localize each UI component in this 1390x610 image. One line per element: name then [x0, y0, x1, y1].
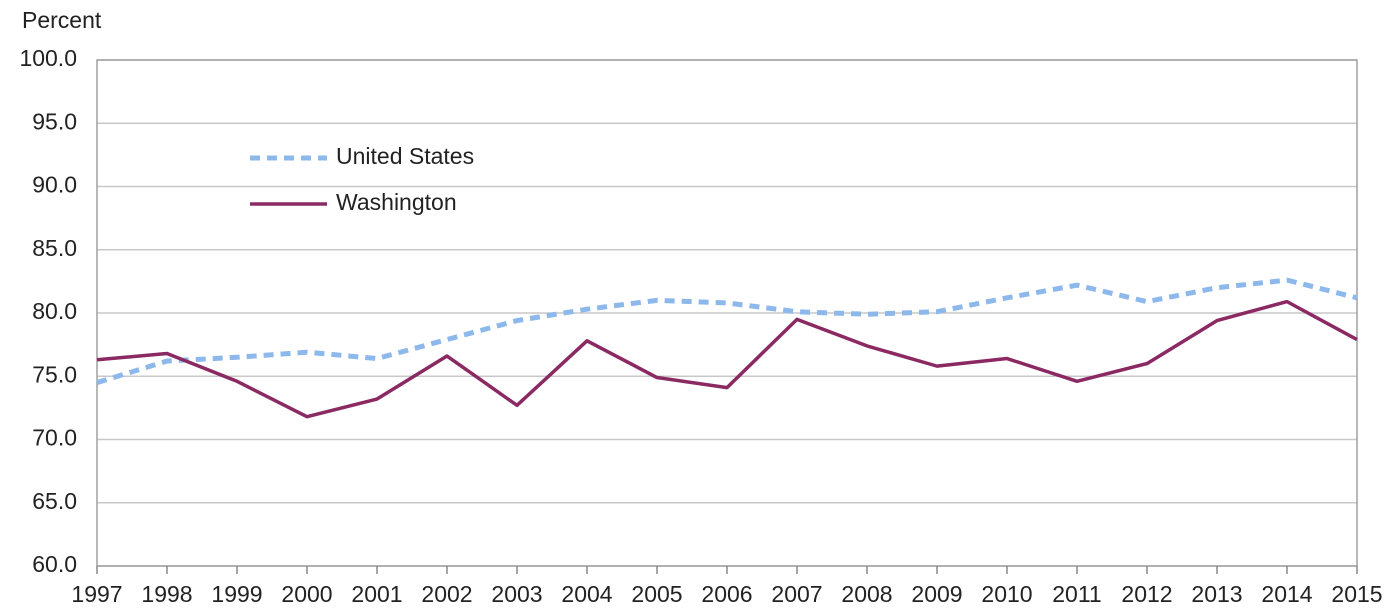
- y-tick-label: 90.0: [32, 172, 77, 198]
- x-tick-label: 2002: [421, 581, 472, 607]
- x-tick-label: 2015: [1331, 581, 1382, 607]
- y-tick-label: 65.0: [32, 488, 77, 514]
- y-tick-label: 100.0: [19, 45, 77, 71]
- x-tick-label: 2014: [1261, 581, 1312, 607]
- x-tick-label: 1997: [71, 581, 122, 607]
- x-tick-label: 2001: [351, 581, 402, 607]
- x-tick-label: 2004: [561, 581, 612, 607]
- y-tick-label: 60.0: [32, 551, 77, 577]
- y-axis-label: Percent: [22, 7, 102, 33]
- x-tick-label: 2010: [981, 581, 1032, 607]
- y-tick-label: 95.0: [32, 108, 77, 134]
- y-tick-label: 70.0: [32, 425, 77, 451]
- x-tick-label: 1998: [141, 581, 192, 607]
- x-tick-label: 2013: [1191, 581, 1242, 607]
- x-tick-label: 2012: [1121, 581, 1172, 607]
- series-line: [96, 277, 1358, 385]
- x-tick-label: 2006: [701, 581, 752, 607]
- x-tick-label: 1999: [211, 581, 262, 607]
- legend-label: Washington: [336, 189, 457, 215]
- legend-label: United States: [336, 143, 474, 169]
- x-tick-label: 2007: [771, 581, 822, 607]
- x-tick-label: 2005: [631, 581, 682, 607]
- y-tick-label: 80.0: [32, 298, 77, 324]
- y-tick-label: 85.0: [32, 235, 77, 261]
- x-tick-label: 2000: [281, 581, 332, 607]
- y-tick-label: 75.0: [32, 361, 77, 387]
- x-tick-label: 2008: [841, 581, 892, 607]
- x-tick-label: 2011: [1052, 581, 1101, 607]
- x-tick-label: 2003: [491, 581, 542, 607]
- x-tick-label: 2009: [911, 581, 962, 607]
- series-line: [96, 299, 1358, 419]
